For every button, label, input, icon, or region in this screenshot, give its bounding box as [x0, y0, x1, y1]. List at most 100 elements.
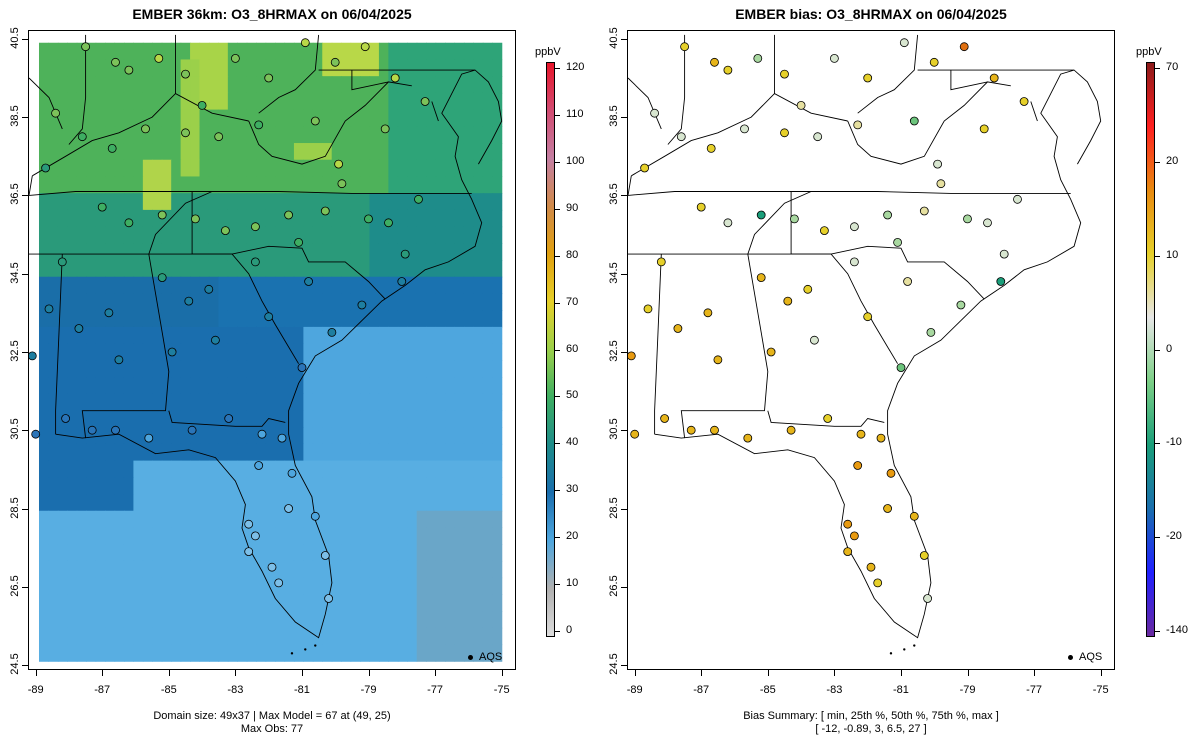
model-cell — [208, 577, 219, 595]
model-cell — [38, 410, 50, 428]
model-cell — [237, 109, 248, 127]
model-cell — [378, 293, 389, 311]
model-cell — [426, 260, 437, 278]
model-cell — [208, 59, 219, 77]
model-cell — [57, 126, 68, 144]
state-boundary — [767, 410, 885, 427]
model-cell — [95, 477, 106, 495]
left-colorbar — [546, 62, 555, 637]
model-cell — [303, 460, 314, 478]
model-cell — [388, 611, 399, 629]
model-cell — [350, 159, 361, 178]
coastline — [55, 69, 503, 639]
model-cell — [76, 226, 87, 244]
state-boundary — [857, 34, 919, 114]
model-cell — [114, 611, 125, 629]
model-cell — [322, 59, 333, 77]
aqs-site-marker — [899, 38, 909, 48]
model-cell — [105, 209, 116, 228]
model-cell — [38, 109, 50, 127]
model-cell — [378, 494, 389, 512]
aqs-site-marker — [856, 429, 866, 439]
model-cell — [454, 42, 465, 61]
model-cell — [95, 410, 106, 428]
model-cell — [492, 243, 503, 261]
model-cell — [86, 443, 97, 462]
model-cell — [48, 276, 59, 295]
aqs-site-marker — [57, 257, 67, 267]
model-cell — [312, 627, 323, 646]
model-cell — [331, 59, 342, 77]
model-cell — [95, 260, 106, 278]
model-cell — [218, 510, 229, 529]
aqs-site-marker — [813, 132, 823, 142]
model-cell — [114, 494, 125, 512]
model-cell — [208, 310, 219, 328]
model-cell — [208, 627, 219, 646]
model-cell — [284, 143, 295, 161]
model-cell — [38, 226, 50, 244]
model-cell — [360, 92, 371, 111]
model-cell — [322, 393, 333, 412]
model-cell — [199, 544, 210, 562]
model-cell — [227, 193, 238, 211]
model-cell — [275, 209, 286, 228]
model-cell — [48, 343, 59, 361]
model-cell — [312, 326, 323, 345]
y-tick-label: 36.5 — [9, 183, 21, 206]
model-cell — [38, 577, 50, 595]
model-cell — [171, 209, 182, 228]
model-cell — [416, 310, 427, 328]
model-cell — [48, 159, 59, 178]
model-cell — [426, 109, 437, 127]
model-cell — [237, 209, 248, 228]
model-cell — [48, 293, 59, 311]
model-cell — [57, 544, 68, 562]
model-cell — [218, 443, 229, 462]
aqs-site-marker — [114, 355, 124, 365]
model-cell — [86, 393, 97, 412]
model-cell — [341, 310, 352, 328]
model-cell — [38, 560, 50, 579]
x-tick-mark — [834, 670, 836, 676]
left-map-frame — [28, 30, 516, 670]
model-cell — [171, 544, 182, 562]
model-cell — [142, 59, 153, 77]
model-cell — [378, 92, 389, 111]
model-cell — [57, 326, 68, 345]
aqs-site-marker — [250, 531, 260, 541]
model-cell — [152, 360, 163, 378]
model-cell — [369, 293, 380, 311]
model-cell — [416, 494, 427, 512]
y-tick-label: 26.5 — [608, 575, 620, 597]
model-cell — [265, 176, 276, 194]
aqs-site-marker — [740, 124, 749, 134]
model-cell — [199, 92, 210, 111]
model-cell — [265, 243, 276, 261]
model-cell — [199, 59, 210, 77]
model-cell — [407, 460, 418, 478]
model-cell — [416, 594, 427, 612]
model-cell — [445, 276, 456, 295]
model-cell — [227, 343, 238, 361]
model-cell — [293, 276, 304, 295]
aqs-site-marker — [853, 120, 863, 130]
model-cell — [378, 310, 389, 328]
model-cell — [378, 226, 389, 244]
model-cell — [463, 510, 474, 529]
model-cell — [57, 260, 68, 278]
model-cell — [454, 427, 465, 445]
model-cell — [463, 92, 474, 111]
model-cell — [482, 644, 493, 662]
model-cell — [454, 159, 465, 178]
model-cell — [57, 293, 68, 311]
model-cell — [416, 226, 427, 244]
model-cell — [114, 209, 125, 228]
model-cell — [388, 176, 399, 194]
x-tick-label: -85 — [160, 684, 177, 696]
model-cell — [303, 109, 314, 127]
model-cell — [360, 443, 371, 462]
model-cell — [492, 42, 503, 61]
model-cell — [350, 42, 361, 61]
model-cell — [265, 76, 276, 94]
